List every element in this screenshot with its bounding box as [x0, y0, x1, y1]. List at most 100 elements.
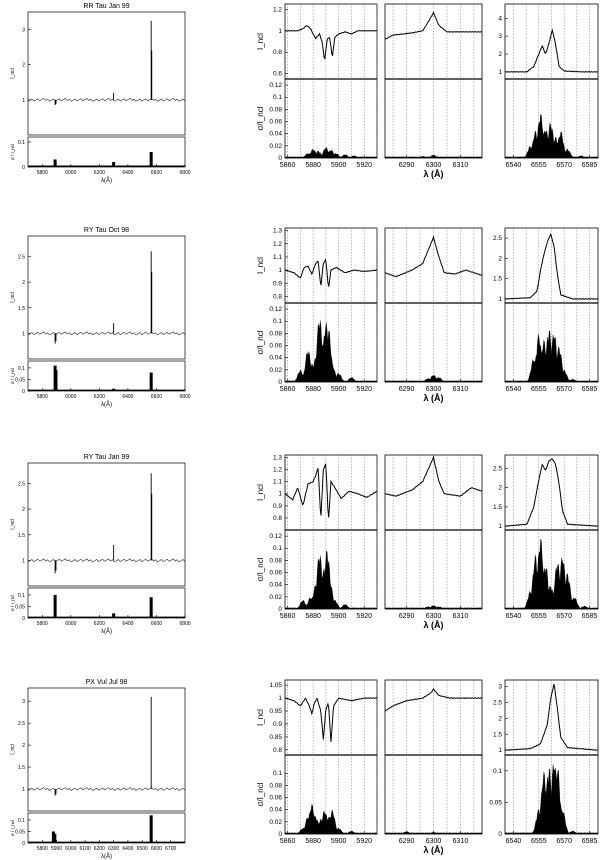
y-tick-label: 0.85 [269, 734, 282, 741]
x-axis-label: λ(Å) [101, 628, 112, 635]
x-tick-label: 6290 [399, 386, 415, 393]
x-tick-label: 6300 [108, 846, 119, 852]
y-tick-label: 0.8 [273, 515, 282, 522]
y-axis-label: σ / I_ncl [10, 820, 15, 836]
x-tick-label: 5880 [305, 162, 321, 169]
noise-area [284, 803, 378, 835]
noise-floor [28, 165, 185, 167]
y-axis-label: I_ncl [256, 709, 265, 726]
x-tick-label: 5800 [37, 170, 48, 176]
overview-top-frame [27, 235, 186, 360]
x-tick-label: 6310 [453, 613, 469, 620]
y-axis-label: σ / I_ncl [10, 368, 15, 384]
y-axis-label: σ/I_ncl [256, 782, 265, 806]
line-profile [504, 28, 599, 73]
y-tick-label: 0.12 [269, 306, 282, 313]
panel-title: PX Vul Jul 98 [86, 679, 128, 686]
y-tick-label: 2.5 [493, 699, 502, 706]
y-tick-label: 1 [498, 523, 502, 530]
y-tick-label: 1 [22, 558, 25, 564]
x-tick-label: 6000 [65, 394, 76, 400]
y-tick-label: 0.1 [18, 366, 25, 372]
y-tick-label: 1.2 [273, 6, 282, 13]
x-tick-label: 6100 [80, 846, 91, 852]
x-tick-label: 6600 [151, 394, 162, 400]
zoom-frame [284, 454, 378, 610]
y-tick-label: 0 [22, 616, 25, 622]
y-tick-label: 1.3 [273, 454, 282, 461]
zoom-frame [284, 3, 378, 159]
noise-spike [149, 597, 153, 618]
noise-floor [28, 389, 185, 391]
y-tick-label: 0.04 [269, 355, 282, 362]
y-tick-label: 2.5 [18, 721, 25, 727]
y-tick-label: 1.1 [273, 479, 282, 486]
y-tick-label: 3 [22, 699, 25, 705]
x-tick-label: 6540 [506, 162, 522, 169]
x-tick-label: 5860 [280, 386, 296, 393]
x-tick-label: 6500 [137, 846, 148, 852]
zoom-frame [384, 454, 483, 610]
x-tick-label: 5920 [356, 613, 372, 620]
zoom-frame [384, 227, 483, 383]
overview-spectrum [27, 331, 186, 336]
y-axis-label: I_ncl [256, 33, 265, 50]
x-tick-label: 6200 [94, 621, 105, 627]
y-tick-label: 2 [498, 715, 502, 722]
x-axis-label: λ(Å) [101, 853, 112, 860]
y-tick-label: 1 [498, 69, 502, 76]
y-tick-label: 0 [22, 841, 25, 847]
x-tick-label: 6700 [165, 846, 176, 852]
y-tick-label: 0.08 [269, 106, 282, 113]
x-tick-label: 6310 [453, 838, 469, 845]
x-tick-label: 6310 [453, 386, 469, 393]
x-axis-label: λ (Å) [424, 393, 444, 403]
noise-spike [112, 613, 116, 618]
x-axis-label: λ (Å) [424, 169, 444, 179]
y-tick-label: 2 [498, 255, 502, 262]
y-tick-label: 0.1 [18, 593, 25, 599]
x-tick-label: 6300 [426, 162, 442, 169]
x-tick-label: 5880 [305, 613, 321, 620]
noise-spike [53, 159, 57, 167]
y-tick-label: 1 [22, 98, 25, 104]
x-tick-label: 5800 [37, 846, 48, 852]
x-tick-label: 5860 [280, 613, 296, 620]
x-tick-label: 6000 [65, 621, 76, 627]
overview-top-frame [27, 462, 186, 587]
y-axis-label: σ/I_ncl [256, 330, 265, 354]
y-tick-label: 2 [22, 63, 25, 69]
line-profile [284, 463, 378, 518]
x-tick-label: 5900 [51, 846, 62, 852]
y-tick-label: 0.05 [489, 799, 502, 806]
line-profile [504, 458, 599, 527]
y-tick-label: 0.08 [269, 557, 282, 564]
y-tick-label: 3 [498, 683, 502, 690]
y-tick-label: 0.04 [269, 807, 282, 814]
noise-spike [149, 815, 153, 843]
zoom-frame [384, 3, 483, 159]
overview-top-frame [27, 687, 186, 812]
y-tick-label: 1 [22, 331, 25, 337]
y-tick-label: 0.06 [269, 343, 282, 350]
y-axis-label: I_ncl [256, 484, 265, 501]
y-axis-label: I_ncl [10, 744, 16, 755]
x-tick-label: 6570 [556, 613, 572, 620]
x-tick-label: 6290 [399, 838, 415, 845]
y-axis-label: I_ncl [10, 519, 16, 530]
x-axis-label: λ(Å) [101, 401, 112, 408]
x-tick-label: 6585 [582, 613, 598, 620]
overview-top-frame [27, 11, 186, 136]
y-tick-label: 1.5 [18, 306, 25, 312]
overview-bottom-frame [27, 587, 186, 619]
y-tick-label: 0 [278, 379, 282, 386]
line-profile [504, 233, 599, 300]
y-tick-label: 0.02 [269, 594, 282, 601]
y-tick-label: 1 [278, 491, 282, 498]
panel-title: RY Tau Oct 98 [84, 227, 129, 234]
y-tick-label: 0.06 [269, 795, 282, 802]
zoom-frame [284, 679, 378, 835]
noise-floor [28, 841, 185, 843]
y-tick-label: 2 [22, 743, 25, 749]
x-tick-label: 6585 [582, 386, 598, 393]
